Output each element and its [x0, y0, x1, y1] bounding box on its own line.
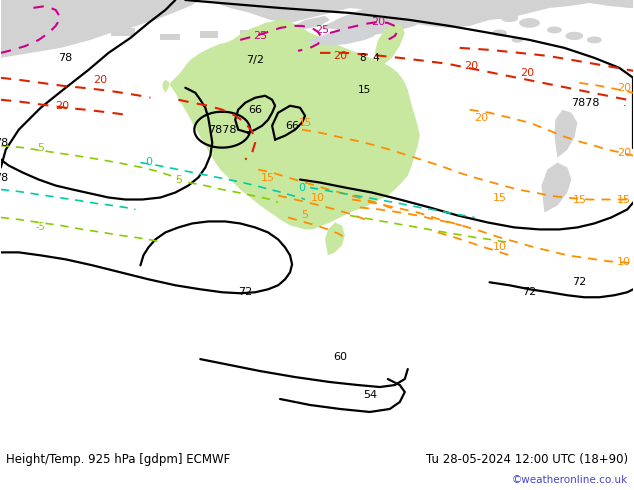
Text: 15: 15: [573, 195, 586, 204]
Polygon shape: [566, 32, 583, 40]
Polygon shape: [1, 0, 633, 58]
Text: 72: 72: [573, 277, 586, 287]
Text: 78: 78: [0, 172, 8, 183]
Polygon shape: [541, 163, 571, 213]
Polygon shape: [375, 23, 404, 68]
Text: 20: 20: [521, 68, 534, 78]
Text: 72: 72: [238, 287, 252, 297]
Text: 5: 5: [37, 143, 44, 152]
Text: 54: 54: [363, 390, 377, 400]
Text: 5: 5: [302, 211, 309, 220]
Text: 78: 78: [58, 53, 73, 63]
Text: ©weatheronline.co.uk: ©weatheronline.co.uk: [512, 475, 628, 485]
Polygon shape: [478, 4, 501, 16]
Text: 15: 15: [299, 118, 312, 128]
Polygon shape: [1, 0, 91, 30]
Text: 60: 60: [333, 352, 347, 362]
Text: 20: 20: [465, 61, 479, 71]
Polygon shape: [587, 36, 602, 44]
Polygon shape: [450, 0, 479, 18]
Text: 25: 25: [315, 25, 329, 35]
Polygon shape: [501, 14, 519, 22]
Polygon shape: [519, 18, 540, 28]
Polygon shape: [162, 20, 420, 229]
Text: 15: 15: [261, 172, 275, 183]
Text: 0: 0: [145, 157, 152, 167]
Text: 66: 66: [285, 121, 299, 131]
Text: 10: 10: [311, 193, 325, 202]
Text: 25: 25: [253, 31, 267, 41]
Text: 20: 20: [333, 51, 347, 61]
Text: 15: 15: [618, 195, 631, 204]
Polygon shape: [200, 31, 218, 38]
Text: 20: 20: [56, 101, 70, 111]
Polygon shape: [325, 222, 345, 255]
Text: 78: 78: [0, 138, 8, 147]
Text: 5: 5: [175, 174, 182, 185]
Polygon shape: [554, 110, 578, 158]
Text: .: .: [623, 98, 626, 108]
Polygon shape: [110, 28, 136, 36]
Text: 20: 20: [371, 17, 385, 27]
Polygon shape: [240, 30, 255, 36]
Polygon shape: [315, 0, 430, 36]
Polygon shape: [280, 16, 330, 33]
Polygon shape: [512, 37, 524, 43]
Polygon shape: [160, 34, 180, 40]
Text: 72: 72: [522, 287, 536, 297]
Text: 10: 10: [618, 257, 631, 268]
Polygon shape: [305, 28, 375, 46]
Text: 7/2: 7/2: [246, 55, 264, 65]
Text: 7878: 7878: [208, 124, 236, 135]
Polygon shape: [547, 26, 562, 33]
Text: Height/Temp. 925 hPa [gdpm] ECMWF: Height/Temp. 925 hPa [gdpm] ECMWF: [6, 453, 230, 466]
Text: 20: 20: [617, 147, 631, 158]
Text: 20: 20: [474, 113, 489, 122]
Text: 66: 66: [248, 105, 262, 115]
Text: -5: -5: [36, 222, 46, 232]
Polygon shape: [492, 29, 507, 36]
Text: 7878: 7878: [571, 98, 600, 108]
Text: 0: 0: [299, 183, 306, 193]
Text: 20: 20: [617, 83, 631, 93]
Text: 15: 15: [358, 85, 372, 95]
Text: 8  4: 8 4: [360, 53, 380, 63]
Text: Tu 28-05-2024 12:00 UTC (18+90): Tu 28-05-2024 12:00 UTC (18+90): [426, 453, 628, 466]
Text: 10: 10: [493, 243, 507, 252]
Text: 20: 20: [93, 75, 108, 85]
Text: 15: 15: [493, 193, 507, 202]
